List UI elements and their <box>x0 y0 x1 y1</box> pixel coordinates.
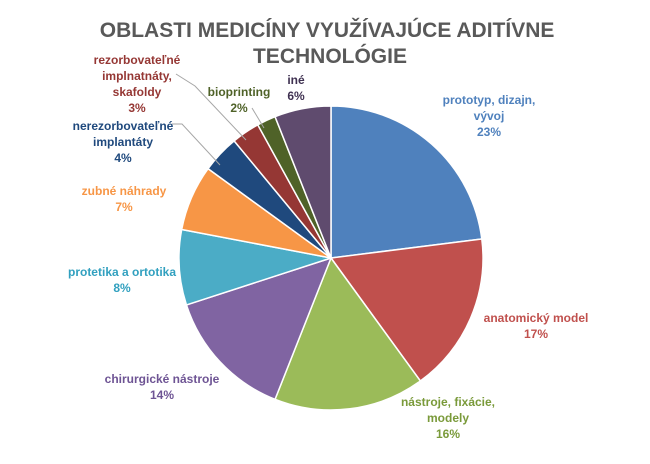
slice-label: prototyp, dizajn, vývoj 23% <box>443 93 536 139</box>
slice-category-label: iné <box>287 73 305 87</box>
slice-label: protetika a ortotika 8% <box>68 265 176 295</box>
slice-value-label: 23% <box>477 125 501 139</box>
slice-value-label: 14% <box>150 388 174 402</box>
pie-slice <box>329 238 484 383</box>
slice-value-label: 17% <box>524 327 548 341</box>
slice-value-label: 3% <box>128 101 146 115</box>
slice-category-label: prototyp, dizajn, <box>443 93 536 107</box>
slice-label: zubné náhrady 7% <box>82 184 167 214</box>
slice-category-label: implantáty <box>93 135 153 149</box>
leader-lines <box>172 73 265 166</box>
slice-category-label: implnatnáty, <box>102 69 172 83</box>
leader-line <box>172 123 221 166</box>
slice-label: nerezorbovateľné implantáty 4% <box>73 119 174 165</box>
chart-title-line-1: OBLASTI MEDICÍNY VYUŽÍVAJÚCE ADITÍVNE <box>100 18 555 42</box>
slice-label: chirurgické nástroje 14% <box>105 372 220 402</box>
slice-label: iné 6% <box>287 73 305 103</box>
chart-title: OBLASTI MEDICÍNY VYUŽÍVAJÚCE ADITÍVNE TE… <box>100 18 561 68</box>
slice-label: rezorbovateľné implnatnáty, skafoldy 3% <box>94 53 181 115</box>
chart-title-line-2: TECHNOLÓGIE <box>253 44 407 68</box>
slice-label: anatomický model 17% <box>484 311 589 341</box>
slice-value-label: 7% <box>115 200 133 214</box>
slice-category-label: bioprinting <box>208 85 271 99</box>
slice-value-label: 16% <box>436 427 460 441</box>
pie-slices <box>178 105 484 411</box>
slice-category-label: chirurgické nástroje <box>105 372 220 386</box>
leader-line <box>251 107 265 129</box>
slice-category-label: vývoj <box>474 109 505 123</box>
slice-value-label: 8% <box>113 281 131 295</box>
pie-slice <box>274 105 332 259</box>
slice-labels: prototyp, dizajn, vývoj 23% anatomický mode… <box>68 53 588 441</box>
slice-value-label: 4% <box>114 151 132 165</box>
pie-slice <box>274 256 422 411</box>
slice-label: nástroje, fixácie, modely 16% <box>401 395 495 441</box>
slice-category-label: anatomický model <box>484 311 589 325</box>
slice-category-label: protetika a ortotika <box>68 265 176 279</box>
leader-line <box>175 73 247 141</box>
slice-category-label: nástroje, fixácie, <box>401 395 495 409</box>
slice-label: bioprinting 2% <box>208 85 271 115</box>
slice-category-label: rezorbovateľné <box>94 53 181 67</box>
slice-category-label: skafoldy <box>113 85 162 99</box>
slice-value-label: 2% <box>230 101 248 115</box>
slice-category-label: zubné náhrady <box>82 184 167 198</box>
pie-slice <box>330 105 483 259</box>
slice-value-label: 6% <box>287 89 305 103</box>
slice-category-label: modely <box>427 411 469 425</box>
slice-category-label: nerezorbovateľné <box>73 119 174 133</box>
